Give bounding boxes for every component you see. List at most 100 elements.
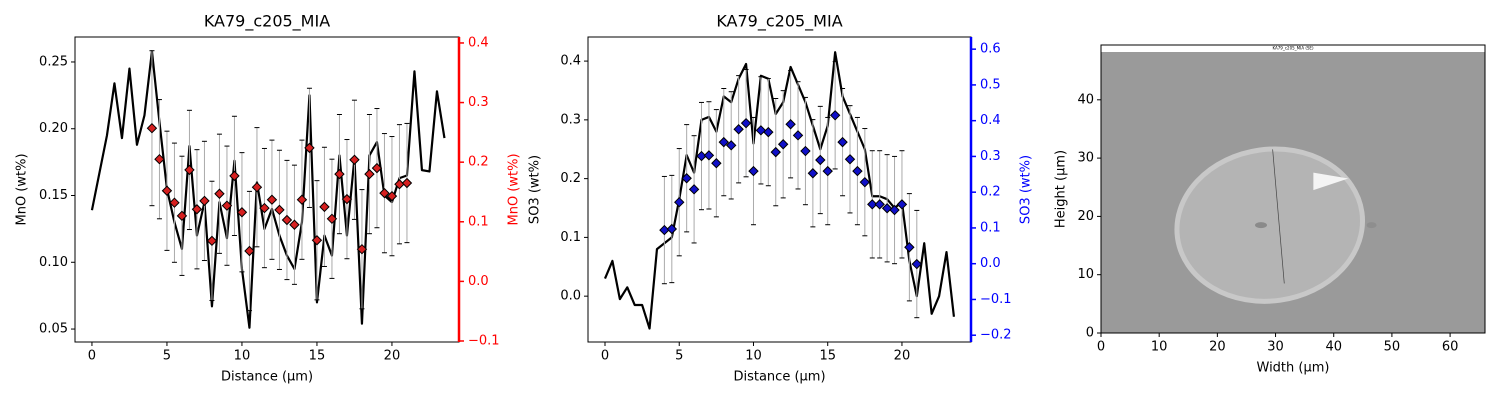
diamond-marker (191, 204, 203, 215)
diamond-marker (356, 243, 368, 255)
y2-tick-label: 0.1 (980, 220, 1001, 235)
diamond-marker (281, 214, 293, 226)
diamond-marker (696, 150, 707, 162)
y2-tick-label: 0.4 (980, 113, 1001, 128)
chart-title: KA79_c205_MIA (204, 12, 330, 32)
y2-tick-label: 0.2 (980, 185, 1001, 200)
x-tick-label: 0 (88, 349, 96, 364)
diamond-marker (829, 110, 841, 121)
diamond-marker (296, 194, 308, 205)
x-tick-label: 20 (1209, 340, 1226, 355)
diamond-marker (688, 184, 700, 195)
x-tick-label: 30 (1267, 340, 1284, 355)
y2-tick-label: 0.4 (468, 35, 489, 50)
x-axis-label: Distance (µm) (733, 370, 825, 385)
chart-title: KA79_c205_MIA (716, 12, 842, 32)
diamond-marker (800, 145, 811, 157)
y-tick-label: 0.3 (560, 112, 581, 127)
diamond-marker (777, 139, 789, 150)
diamond-marker (371, 162, 383, 174)
diamond-marker (206, 235, 218, 247)
y-axis-label: SO3 (wt%) (528, 155, 543, 224)
diamond-marker (289, 219, 300, 230)
diamond-marker (251, 181, 263, 193)
x-tick-label: 0 (1097, 340, 1105, 355)
diamond-marker (311, 235, 323, 246)
y2-tick-label: −0.1 (468, 333, 500, 348)
diamond-marker (785, 119, 796, 130)
diamond-marker (154, 153, 165, 165)
diamond-marker (364, 168, 375, 180)
diamond-marker (718, 136, 729, 148)
x-axis-label: Width (µm) (1257, 361, 1330, 376)
x-tick-label: 10 (234, 349, 251, 364)
y-tick-label: 0.25 (39, 54, 68, 69)
diamond-marker (326, 213, 338, 225)
diamond-marker (214, 188, 225, 199)
diamond-marker (748, 165, 759, 177)
y-tick-label: 0.05 (39, 322, 68, 337)
diamond-marker (755, 125, 767, 136)
x-tick-label: 5 (675, 349, 683, 364)
image-caption: KA79_c205_MIA (SE) (1272, 46, 1313, 51)
y-tick-label: 10 (1077, 267, 1094, 282)
y-tick-label: 0.0 (560, 289, 581, 304)
diamond-marker (334, 168, 345, 180)
diamond-marker (703, 150, 715, 161)
y-tick-label: 0.1 (560, 230, 581, 245)
diamond-marker (726, 140, 737, 151)
diamond-marker (666, 223, 678, 235)
y2-tick-label: 0.2 (468, 155, 489, 170)
profile-line (1272, 149, 1285, 284)
x-tick-label: 0 (601, 349, 609, 364)
diamond-marker (379, 187, 390, 199)
diamond-marker (733, 124, 744, 135)
y2-tick-label: −0.1 (980, 292, 1012, 307)
y2-tick-label: 0.0 (980, 256, 1001, 271)
diamond-marker (911, 258, 923, 270)
diamond-marker (401, 177, 413, 189)
y-tick-label: 20 (1077, 209, 1094, 224)
diamond-marker (244, 245, 255, 257)
diamond-marker (236, 207, 248, 218)
diamond-marker (837, 136, 848, 148)
y2-tick-label: 0.3 (980, 149, 1001, 164)
y-tick-label: 0.10 (39, 255, 68, 270)
y-tick-label: 0.2 (560, 171, 581, 186)
y2-axis-label: MnO (wt%) (507, 153, 522, 225)
y-tick-label: 40 (1077, 92, 1094, 107)
spot (1366, 222, 1377, 229)
y2-axis-label: SO3 (wt%) (1019, 155, 1034, 224)
diamond-marker (386, 190, 398, 202)
x-tick-label: 60 (1442, 340, 1459, 355)
y2-tick-label: 0.3 (468, 95, 489, 110)
diamond-marker (807, 168, 819, 179)
diamond-marker (349, 154, 360, 165)
x-tick-label: 10 (745, 349, 762, 364)
diamond-marker (169, 197, 180, 208)
diamond-marker (896, 199, 908, 210)
y-axis-label: Height (µm) (1054, 150, 1069, 228)
x-tick-label: 15 (309, 349, 326, 364)
diamond-marker (161, 185, 173, 196)
diamond-marker (274, 204, 285, 216)
diamond-marker (763, 126, 774, 138)
x-tick-label: 20 (894, 349, 911, 364)
spot (1255, 222, 1267, 229)
diamond-marker (221, 200, 233, 211)
diamond-marker (146, 122, 158, 134)
diamond-marker (881, 203, 893, 214)
image-content: KA79_c205_MIA (SE) (1101, 45, 1485, 333)
diamond-marker (792, 130, 804, 141)
x-tick-label: 50 (1384, 340, 1401, 355)
y-tick-label: 0 (1086, 326, 1094, 341)
y2-tick-label: 0.6 (980, 42, 1001, 57)
diamond-marker (681, 173, 692, 184)
x-tick-label: 40 (1325, 340, 1342, 355)
x-tick-label: 15 (819, 349, 836, 364)
diamond-marker (319, 201, 330, 213)
diamond-marker (259, 202, 270, 214)
y2-tick-label: 0.5 (980, 77, 1001, 92)
diamond-marker (815, 154, 826, 166)
diamond-marker (199, 195, 210, 207)
